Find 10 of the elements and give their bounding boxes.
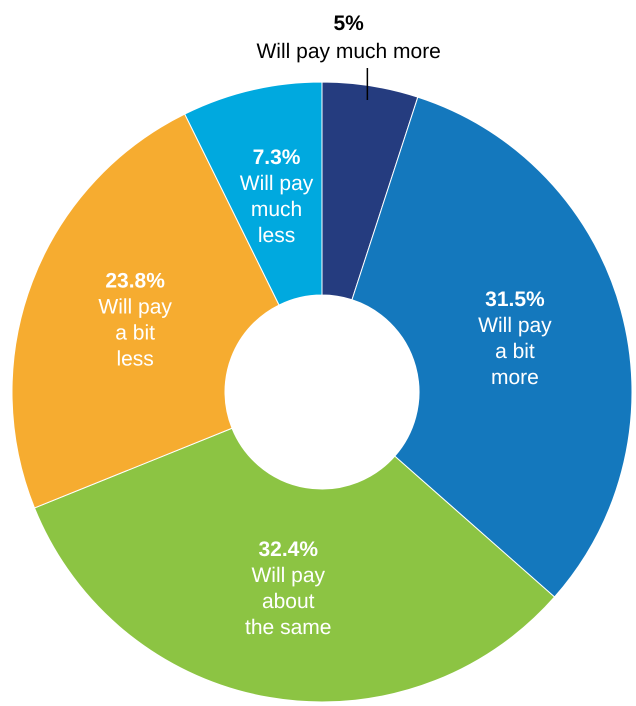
data-label: 31.5% [485,288,546,312]
slice-label: Will pay much more [256,40,441,63]
data-label: 32.4% [258,538,318,562]
data-label: 5% [333,12,364,35]
slice-label: Will pay about the same [245,564,332,640]
data-label: 7.3% [252,146,301,170]
data-label: 23.8% [105,270,166,293]
slice-label: Will pay a bit less [98,296,172,371]
slice-label: Will pay a bit more [478,314,552,390]
slice-label: Will pay much less [240,172,314,248]
